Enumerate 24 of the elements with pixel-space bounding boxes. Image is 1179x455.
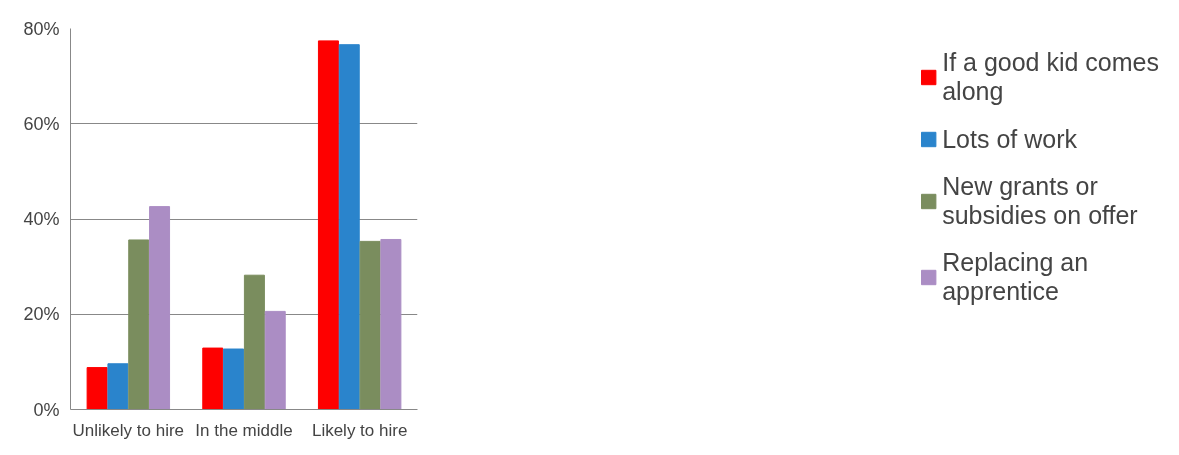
y-tick-label: 60% [23, 113, 60, 134]
bar [128, 239, 150, 410]
bar [380, 238, 402, 410]
y-tick-label: 0% [33, 399, 60, 420]
legend-label: New grants or subsidies on offer [942, 172, 1138, 230]
bar [202, 347, 224, 410]
legend-label: If a good kid comes along [942, 48, 1159, 106]
bar [264, 310, 286, 410]
bar [338, 44, 360, 410]
bar [359, 240, 381, 410]
bar [317, 40, 339, 410]
y-tick-label: 40% [23, 209, 60, 229]
legend-label: Lots of work [942, 124, 1077, 154]
x-tick-label: In the middle [195, 420, 293, 440]
bar [223, 348, 245, 410]
bar [243, 274, 265, 410]
x-tick-label: Likely to hire [311, 420, 408, 440]
bar [86, 367, 108, 410]
y-tick-label: 80% [23, 18, 60, 39]
y-tick-label: 20% [23, 304, 60, 325]
legend-label: Replacing an apprentice [942, 248, 1089, 306]
x-tick-label: Unlikely to hire [72, 420, 185, 440]
bar [149, 206, 171, 410]
bar [107, 363, 129, 410]
